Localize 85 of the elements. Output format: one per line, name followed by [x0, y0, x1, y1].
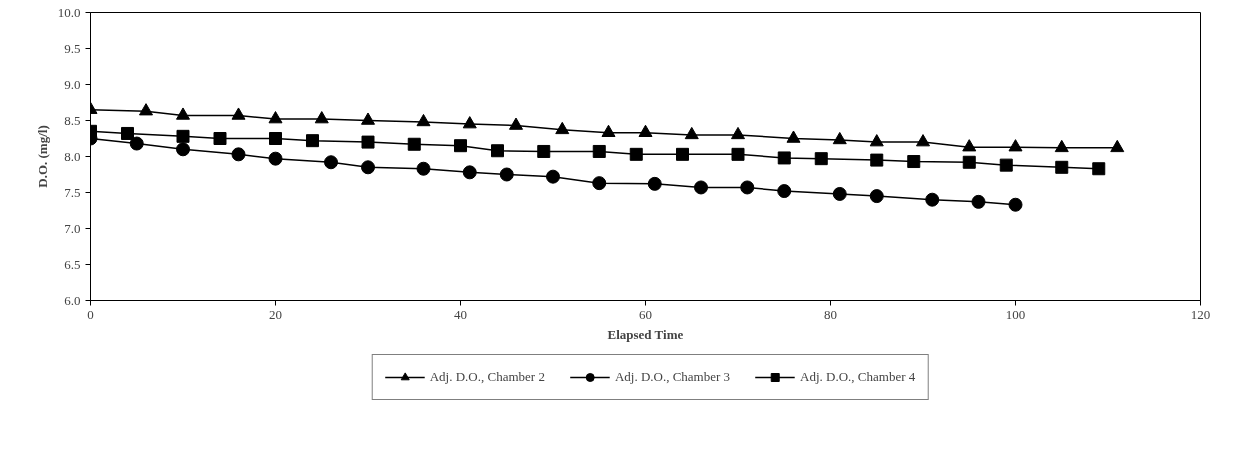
legend-label: Adj. D.O., Chamber 2 [429, 369, 545, 385]
y-tick-label: 7.0 [64, 220, 81, 236]
point [268, 151, 283, 166]
point [462, 165, 477, 180]
y-tick-label: 6.0 [64, 292, 81, 308]
point [1055, 160, 1069, 174]
y-tick-label: 6.5 [64, 256, 81, 272]
point [454, 139, 467, 153]
point [592, 176, 607, 191]
x-tick-label: 0 [87, 306, 94, 322]
point [324, 155, 338, 170]
point [1092, 162, 1106, 176]
point [269, 132, 282, 145]
point [731, 147, 745, 161]
point [592, 144, 606, 158]
point [1054, 139, 1069, 153]
point [361, 160, 375, 175]
legend-label: Adj. D.O., Chamber 4 [800, 369, 916, 385]
y-tick-label: 7.5 [64, 184, 81, 200]
point [740, 180, 755, 195]
point [971, 194, 986, 209]
y-tick-label: 9.5 [64, 40, 81, 56]
point [462, 116, 477, 129]
point [869, 189, 884, 204]
y-tick-label: 9.0 [64, 76, 81, 92]
point [870, 153, 884, 167]
point [629, 147, 643, 161]
point [777, 184, 792, 199]
point [1110, 139, 1125, 153]
point [832, 186, 847, 201]
point [916, 134, 930, 147]
point [601, 124, 616, 137]
point [213, 132, 227, 145]
point [832, 131, 847, 145]
point [814, 152, 828, 166]
point [694, 180, 708, 195]
x-tick-label: 120 [1190, 306, 1211, 322]
y-tick-label: 8.5 [64, 112, 81, 128]
point [638, 124, 653, 137]
point [231, 107, 246, 120]
point [1008, 139, 1023, 152]
point [176, 107, 190, 120]
x-tick-label: 100 [1005, 306, 1026, 322]
point [777, 151, 791, 165]
point [407, 137, 421, 151]
point [176, 142, 190, 157]
point [962, 155, 976, 169]
point [306, 134, 319, 148]
point [731, 126, 745, 140]
legend-label: Adj. D.O., Chamber 3 [614, 369, 731, 385]
y-axis-title: D.O. (mg/l) [34, 125, 50, 188]
point [416, 161, 431, 176]
y-tick-label: 10.0 [57, 4, 81, 20]
point [1008, 197, 1023, 212]
point [786, 130, 801, 143]
point [139, 103, 153, 116]
point [647, 176, 662, 191]
point [962, 139, 977, 152]
y-tick-label: 8.0 [64, 148, 81, 164]
point [537, 144, 551, 158]
point [684, 126, 699, 140]
point [676, 147, 689, 161]
point [361, 135, 375, 149]
point [499, 167, 514, 182]
point [925, 192, 940, 207]
point [907, 155, 921, 169]
point [176, 129, 190, 143]
point [555, 121, 570, 135]
x-tick-label: 60 [639, 306, 652, 322]
x-tick-label: 80 [824, 306, 837, 322]
point [361, 112, 375, 125]
point [869, 134, 884, 147]
x-tick-label: 40 [454, 306, 467, 322]
point [546, 169, 560, 184]
point [231, 147, 246, 162]
point [509, 117, 523, 130]
point [416, 113, 431, 127]
point [314, 111, 329, 124]
point [129, 136, 144, 151]
point [999, 158, 1013, 172]
point [121, 126, 134, 140]
point [268, 111, 283, 124]
x-axis-title: Elapsed Time [607, 326, 684, 342]
point [491, 144, 504, 158]
x-tick-label: 20 [269, 306, 282, 322]
